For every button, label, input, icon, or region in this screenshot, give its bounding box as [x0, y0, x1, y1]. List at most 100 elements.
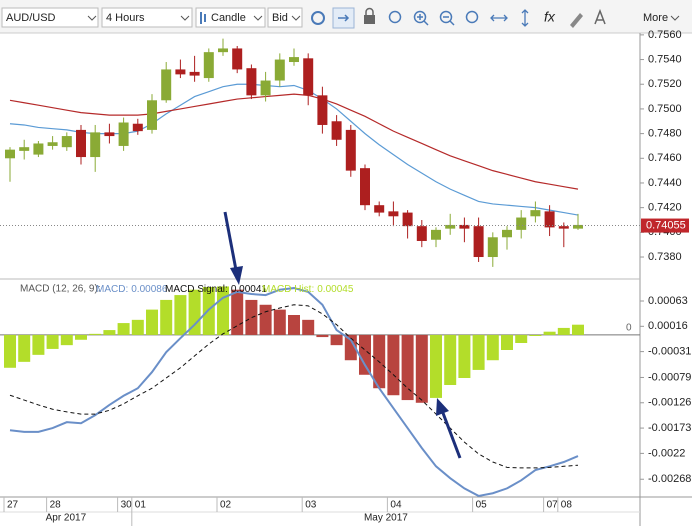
histogram-bar — [501, 334, 513, 350]
dropdown-icon — [670, 15, 680, 21]
histogram-bar — [174, 295, 187, 335]
more-button[interactable]: More — [643, 12, 668, 24]
legend-entry: MACD Signal: 0.00041 — [165, 284, 267, 295]
histogram-bar — [188, 289, 201, 335]
y-tick-label: -0.00268 — [648, 473, 691, 485]
histogram-bar — [75, 334, 87, 340]
candle-body — [118, 122, 129, 146]
y-tick-label: -0.00126 — [648, 397, 691, 409]
histogram-bar — [46, 334, 59, 349]
y-tick-label: 0.7460 — [648, 152, 682, 164]
histogram-bar — [543, 331, 556, 335]
symbol: AUD/USD — [6, 12, 56, 24]
x-tick-label: 07 — [547, 500, 559, 511]
side-select[interactable] — [267, 7, 303, 28]
symbol-select[interactable] — [1, 7, 99, 28]
zoom-in-button[interactable] — [413, 10, 427, 24]
y-tick-label: -0.00079 — [648, 371, 691, 383]
histogram-bar — [316, 334, 329, 338]
timeframe: 4 Hours — [106, 12, 145, 24]
y-tick-label: -0.00031 — [648, 346, 691, 358]
zero-label: 0 — [626, 323, 632, 334]
scale-h-button[interactable] — [490, 14, 508, 22]
histogram-bar — [387, 334, 400, 396]
dropdown-icon — [291, 15, 301, 21]
candle-body — [360, 168, 370, 206]
candle-body — [345, 129, 356, 171]
lock-button[interactable] — [364, 15, 375, 24]
indicators-button[interactable]: fx — [544, 9, 556, 25]
x-tick-label: 08 — [561, 500, 573, 511]
histogram-bar — [557, 327, 570, 335]
timeframe-select[interactable] — [101, 7, 193, 28]
last-price-label: 0.74055 — [646, 219, 686, 231]
x-tick-label: 30 — [121, 500, 133, 511]
legend-name: MACD Signal: — [165, 284, 228, 295]
x-tick-label: 02 — [220, 500, 232, 511]
zoom-reset-button[interactable] — [465, 10, 479, 24]
x-tick-label: 01 — [135, 500, 147, 511]
moving-average — [9, 93, 579, 190]
candle-body — [516, 217, 527, 230]
legend-name: MACD: — [96, 284, 128, 295]
candle-body — [317, 95, 328, 125]
histogram-bar — [486, 334, 499, 361]
candle-body — [246, 68, 257, 96]
legend-value: 0.00045 — [317, 284, 354, 295]
candle-body — [47, 142, 58, 146]
histogram-bar — [458, 334, 471, 378]
refresh-button[interactable] — [311, 11, 325, 25]
y-tick-label: -0.0022 — [648, 447, 685, 459]
arrow — [223, 211, 238, 271]
histogram-bar — [430, 334, 442, 398]
histogram-bar — [146, 309, 158, 335]
legend-value: 0.00086 — [131, 284, 168, 295]
candle-body — [544, 211, 555, 228]
scale-v-button[interactable] — [521, 9, 529, 27]
histogram-bar — [572, 324, 584, 335]
candle-icon — [200, 12, 206, 24]
histogram-bar — [259, 304, 272, 335]
x-tick-label: 05 — [476, 500, 488, 511]
histogram-bar — [529, 334, 542, 336]
text-button[interactable] — [594, 8, 606, 25]
candle-body — [274, 59, 285, 81]
macd-line — [9, 287, 579, 497]
histogram-bar — [131, 319, 144, 335]
candle-body — [147, 100, 157, 130]
candle-body — [203, 52, 214, 79]
candle-body — [487, 237, 498, 258]
histogram-bar — [515, 334, 528, 343]
y-tick-label: 0.00063 — [648, 295, 688, 307]
candle-body — [260, 80, 271, 96]
macd-line — [9, 304, 579, 469]
histogram-bar — [330, 334, 343, 346]
chart-type-select[interactable] — [195, 7, 266, 28]
zoom-out-button[interactable] — [439, 10, 453, 24]
candle-body — [161, 69, 172, 101]
histogram-bar — [231, 289, 244, 335]
draw-button[interactable] — [570, 13, 583, 28]
candle-body — [459, 224, 470, 229]
candle-body — [573, 224, 583, 229]
candle-body — [502, 229, 512, 238]
candle-body — [431, 229, 441, 240]
candle-body — [331, 121, 342, 140]
histogram-bar — [245, 299, 258, 335]
candle-body — [61, 136, 72, 148]
candle-body — [5, 149, 15, 159]
x-tick-label: 03 — [305, 500, 317, 511]
y-tick-label: 0.7540 — [648, 53, 682, 65]
candle-body — [76, 129, 86, 158]
y-tick-label: 0.7440 — [648, 177, 682, 189]
shift-icon — [338, 14, 350, 22]
legend-entry: MACD Hist: 0.00045 — [262, 284, 354, 295]
dropdown-icon — [180, 15, 190, 21]
histogram-bar — [444, 334, 457, 385]
candle-body — [218, 48, 228, 53]
histogram-bar — [4, 334, 16, 368]
zoom-fit-button[interactable] — [388, 10, 402, 24]
candle-body — [374, 205, 385, 213]
